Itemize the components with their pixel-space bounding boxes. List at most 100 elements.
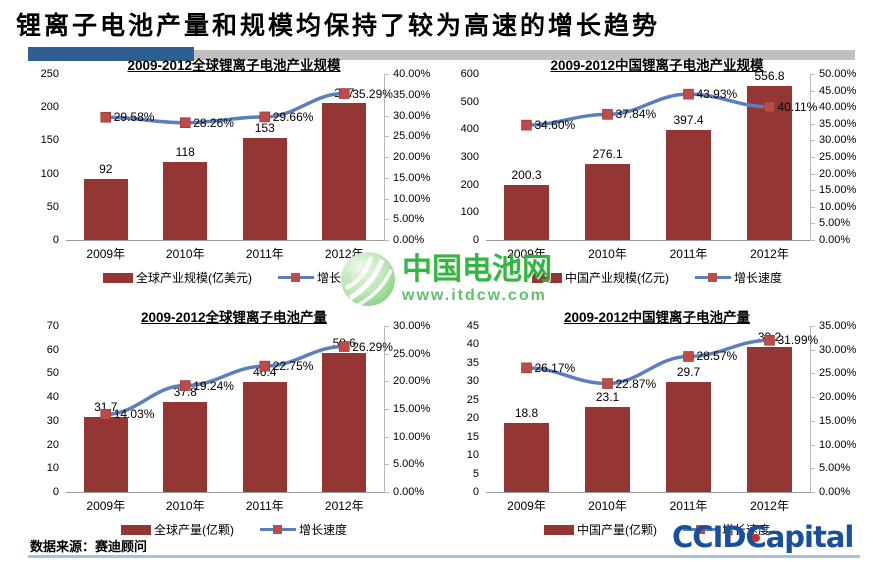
line-marker: [683, 351, 694, 362]
chart-global-industry-scale: 2009-2012全球锂离子电池产业规模 250 200 150 100 50 0 40.00…: [28, 54, 440, 292]
axis-tick-mark: [810, 373, 815, 375]
y-axis-tick-label: 30.00%: [393, 109, 431, 122]
y-axis-tick-label: 0.00%: [393, 234, 425, 246]
y-axis-tick-label: 30: [466, 375, 479, 388]
line-legend-glyph: [682, 524, 719, 535]
bar: [666, 130, 711, 240]
y-axis-tick-label: 0.00%: [819, 234, 851, 246]
y-axis-tick-label: 0.00%: [819, 486, 851, 498]
growth-rate-label: 31.99%: [777, 333, 819, 348]
y-axis-tick-label: 5.00%: [819, 462, 851, 475]
axis-tick-mark: [384, 492, 389, 493]
legend-label: 增长速度: [298, 523, 347, 537]
axis-tick-mark: [810, 123, 815, 125]
legend-item-bar-series: 中国产业规模(亿元): [531, 269, 669, 286]
y-axis-tick-label: 5: [472, 467, 479, 480]
y-axis-tick-label: 20.00%: [819, 167, 857, 180]
bar-value-label: 200.3: [511, 167, 542, 182]
bar-value-label: 29.7: [676, 365, 701, 380]
bar: [585, 406, 630, 492]
line-legend-glyph: [694, 272, 731, 283]
growth-rate-label: 35.29%: [352, 86, 393, 101]
y-axis-tick-label: 35.00%: [393, 88, 431, 101]
y-axis-tick-label: 500: [460, 95, 479, 108]
chart-title: 2009-2012中国锂离子电池产量: [563, 310, 751, 325]
axis-tick-mark: [384, 353, 389, 355]
legend-item-line-series: 增长速度: [694, 269, 782, 286]
legend-marker: [695, 525, 705, 534]
bar-value-label: 397.4: [673, 113, 704, 128]
axis-tick-mark: [384, 115, 389, 117]
legend-item-bar-series: 全球产量(亿颗): [120, 521, 234, 538]
axis-tick-mark: [810, 90, 815, 92]
y-axis-tick-label: 50: [46, 367, 59, 380]
y-axis-tick-label: 200: [40, 101, 59, 114]
growth-rate-label: 19.24%: [193, 378, 234, 393]
x-axis-label: 2011年: [245, 247, 284, 261]
axis-tick-mark: [810, 240, 815, 241]
bar-value-label: 556.8: [754, 68, 785, 83]
plot-area: [66, 74, 385, 241]
axis-tick-mark: [810, 397, 815, 399]
y-axis-tick-label: 10.00%: [393, 430, 431, 443]
axis-tick-mark: [810, 190, 815, 192]
watermark-site-name: 中国电池网: [402, 252, 552, 286]
growth-rate-label: 28.26%: [193, 115, 234, 130]
y-axis-tick-label: 45.00%: [819, 84, 857, 97]
x-axis-label: 2012年: [324, 499, 364, 513]
axis-tick-mark: [384, 157, 389, 158]
y-axis-tick-label: 30: [46, 414, 59, 427]
axis-tick-mark: [810, 468, 815, 470]
axis-tick-mark: [810, 326, 815, 327]
y-axis-tick-label: 35.00%: [819, 320, 857, 332]
y-axis-tick-label: 0.00%: [393, 486, 425, 498]
y-axis-tick-label: 10.00%: [819, 200, 857, 213]
y-axis-tick-label: 35.00%: [819, 117, 857, 130]
y-axis-tick-label: 60: [46, 343, 59, 356]
logo-red-dot-icon: [752, 534, 761, 542]
axis-tick-mark: [384, 94, 389, 96]
y-axis-tick-label: 20: [466, 412, 479, 425]
growth-rate-label: 28.57%: [696, 349, 738, 364]
y-axis-tick-label: 30.00%: [393, 320, 431, 332]
y-axis-tick-label: 45: [466, 320, 479, 332]
y-axis-tick-label: 5.00%: [819, 217, 851, 230]
line-legend-glyph: [259, 524, 296, 535]
line-marker: [521, 119, 532, 131]
y-axis-tick-label: 15.00%: [819, 184, 857, 197]
line-marker: [179, 117, 191, 129]
bar: [83, 178, 128, 240]
axis-tick-mark: [810, 74, 815, 75]
bar-value-label: 31.7: [94, 399, 118, 414]
bar-value-label: 18.8: [514, 405, 539, 420]
y-axis-tick-label: 15.00%: [819, 414, 857, 427]
title-divider-gray: [194, 50, 855, 60]
y-axis-tick-label: 400: [460, 123, 479, 136]
y-axis-tick-label: 10: [46, 462, 59, 475]
growth-rate-label: 37.84%: [615, 107, 657, 122]
legend-label: 中国产量(亿颗): [576, 523, 657, 537]
bar: [666, 382, 711, 492]
growth-line: [100, 341, 350, 420]
y-axis-tick-label: 40.00%: [393, 68, 431, 80]
x-axis-label: 2010年: [165, 499, 205, 513]
axis-tick-mark: [384, 381, 389, 383]
y-axis-tick-label: 5.00%: [393, 458, 425, 471]
legend-label: 全球产业规模(亿美元): [135, 271, 252, 285]
line-marker: [602, 109, 613, 120]
y-axis-tick-label: 150: [40, 134, 59, 147]
y-axis-tick-label: 250: [40, 68, 59, 80]
watermark-china-battery-net: 中国电池网 www.itdcw.com: [340, 250, 552, 308]
ccid-capital-logo: CCID Capital: [672, 520, 854, 554]
bar: [747, 347, 792, 492]
chart-title: 2009-2012全球锂离子电池产业规模: [127, 58, 341, 73]
bar-value-label: 37.8: [173, 385, 197, 400]
legend-marker: [290, 273, 300, 282]
line-marker: [338, 88, 350, 99]
axis-tick-mark: [384, 326, 389, 327]
axis-tick-mark: [810, 173, 815, 175]
axis-tick-mark: [810, 140, 815, 142]
y-axis-tick-label: 70: [46, 320, 59, 332]
y-axis-tick-label: 15: [466, 430, 479, 443]
